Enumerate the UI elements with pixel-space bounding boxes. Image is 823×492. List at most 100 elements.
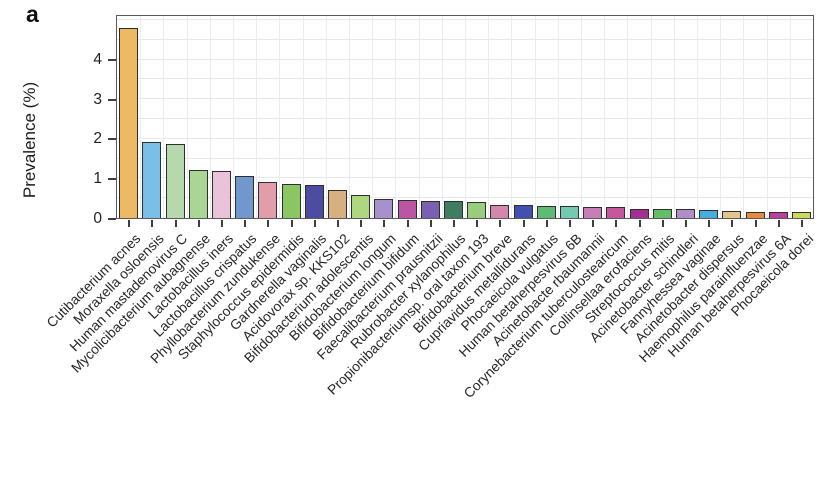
x-tick-mark [615,220,618,228]
vertical-gridline [488,16,490,218]
x-tick-mark [801,220,803,228]
y-tick-label: 4 [93,51,102,69]
x-tick-mark [383,220,386,228]
x-tick-mark [777,220,780,228]
y-tick-mark [108,138,116,141]
bar [559,206,579,218]
y-tick-mark [108,59,116,62]
vertical-gridline [186,16,188,218]
x-tick-mark [244,220,247,228]
bar [791,212,811,218]
bar [188,170,208,218]
y-tick-mark [108,98,116,101]
vertical-gridline [557,16,559,218]
vertical-gridline [209,16,211,218]
bar [420,200,440,218]
vertical-gridline [233,16,234,218]
bar [583,206,603,218]
vertical-gridline [279,16,281,218]
bar [397,199,417,218]
x-tick-mark [685,220,687,228]
vertical-gridline [441,16,443,218]
y-tick-label: 0 [93,209,102,227]
bar [119,27,139,218]
x-tick-mark [313,220,316,228]
vertical-gridline [302,16,304,218]
bar [351,195,371,218]
x-tick-mark [128,220,131,228]
bar [745,211,765,218]
bar [374,199,394,218]
y-tick-label: 3 [93,90,102,108]
x-tick-mark [360,220,363,228]
x-tick-mark [221,220,223,228]
bar [652,208,672,218]
vertical-gridline [581,16,582,218]
bar [211,171,231,218]
bar [304,185,324,218]
x-tick-mark [429,220,432,228]
vertical-gridline [627,16,629,218]
vertical-gridline [789,16,791,218]
x-tick-mark [453,220,455,228]
x-tick-mark [731,220,734,228]
y-axis-title: Prevalence (%) [20,81,39,199]
bar [281,184,301,218]
vertical-gridline [697,16,698,218]
x-tick-mark [522,220,525,228]
vertical-gridline [534,16,536,218]
vertical-gridline [720,16,722,218]
x-tick-mark [754,220,757,228]
vertical-gridline [743,16,745,218]
x-tick-mark [499,220,502,228]
bar [768,211,788,218]
vertical-gridline [465,16,466,218]
y-tick-label: 1 [93,169,102,187]
x-tick-mark [406,220,409,228]
bar [606,207,626,218]
vertical-gridline [349,16,350,218]
x-tick-mark [197,220,200,228]
bar [536,205,556,218]
x-tick-mark [267,220,270,228]
bar [722,211,742,218]
vertical-gridline [372,16,374,218]
bar [235,176,255,218]
bar [258,181,278,218]
bar [490,204,510,218]
x-tick-mark [174,220,177,228]
vertical-gridline [163,16,165,218]
vertical-gridline [650,16,652,218]
vertical-gridline [395,16,397,218]
vertical-gridline [511,16,513,218]
bar [699,210,719,218]
bar [327,189,347,218]
vertical-gridline [766,16,768,218]
vertical-gridline [256,16,258,218]
bar [443,200,463,218]
x-tick-mark [661,220,664,228]
bar [513,205,533,218]
vertical-gridline [140,16,142,218]
bar [165,143,185,218]
vertical-gridline [673,16,675,218]
x-tick-mark [476,220,479,228]
x-tick-mark [151,220,154,228]
bar [629,208,649,218]
bar [467,201,487,218]
x-tick-mark [638,220,641,228]
x-tick-mark [708,220,711,228]
bar [142,141,162,218]
x-tick-mark [545,220,548,228]
bar [675,208,695,218]
x-tick-mark [337,220,339,228]
x-tick-mark [290,220,293,228]
vertical-gridline [604,16,606,218]
x-tick-mark [569,220,571,228]
plot-area [116,15,814,219]
panel-label: a [26,1,39,27]
vertical-gridline [325,16,327,218]
y-tick-mark [108,177,116,180]
x-tick-mark [592,220,595,228]
